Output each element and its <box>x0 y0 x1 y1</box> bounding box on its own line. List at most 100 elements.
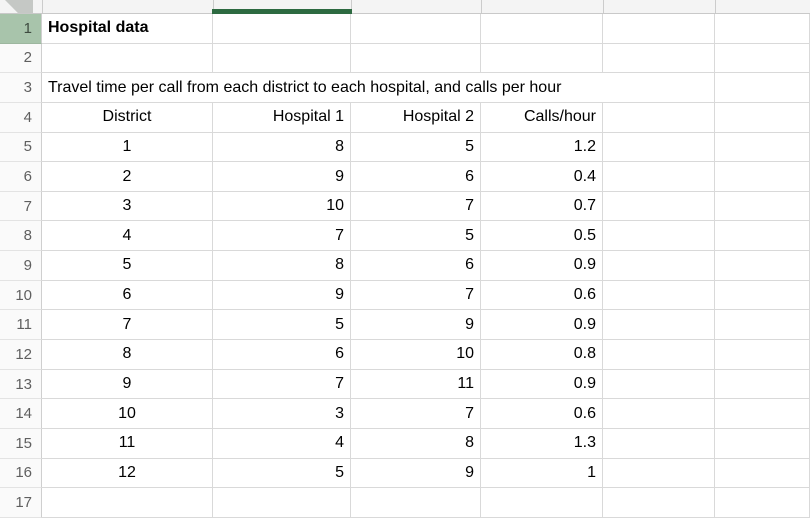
row-header-4[interactable]: 4 <box>0 102 42 133</box>
cell-e4[interactable] <box>603 102 715 133</box>
cell-f15[interactable] <box>715 428 810 459</box>
cell-calls-per-hour-value[interactable]: 0.5 <box>481 221 603 252</box>
cell-hospital1-value[interactable]: 3 <box>213 399 351 429</box>
select-all-corner[interactable] <box>0 0 42 13</box>
cell-calls-per-hour-value[interactable]: 0.4 <box>481 162 603 192</box>
cell-e10[interactable] <box>603 280 715 311</box>
cell-district-value[interactable]: 6 <box>42 280 213 311</box>
cell-f3[interactable] <box>715 73 810 103</box>
cell-e6[interactable] <box>603 162 715 192</box>
cell-e2[interactable] <box>603 43 715 74</box>
cell-d17[interactable] <box>481 488 603 518</box>
cell-e11[interactable] <box>603 310 715 341</box>
cell-c2[interactable] <box>351 43 481 74</box>
cell-hospital1-value[interactable]: 7 <box>213 221 351 252</box>
cell-hospital1-value[interactable]: 10 <box>213 191 351 222</box>
row-header-5[interactable]: 5 <box>0 132 42 163</box>
cell-hospital1-value[interactable]: 5 <box>213 310 351 341</box>
row-header-13[interactable]: 13 <box>0 369 42 400</box>
cell-calls-per-hour-value[interactable]: 1 <box>481 458 603 489</box>
cell-d2[interactable] <box>481 43 603 74</box>
row-header-16[interactable]: 16 <box>0 458 42 489</box>
cell-calls-per-hour-value[interactable]: 0.6 <box>481 399 603 429</box>
cell-a2[interactable] <box>42 43 213 74</box>
cell-calls-per-hour-value[interactable]: 1.2 <box>481 132 603 163</box>
row-header-17[interactable]: 17 <box>0 488 42 518</box>
cell-e13[interactable] <box>603 369 715 400</box>
cell-a17[interactable] <box>42 488 213 518</box>
cell-hospital2-value[interactable]: 7 <box>351 280 481 311</box>
cell-district-value[interactable]: 2 <box>42 162 213 192</box>
cell-a3-description[interactable]: Travel time per call from each district … <box>42 73 715 103</box>
cell-b2[interactable] <box>213 43 351 74</box>
cell-f9[interactable] <box>715 251 810 281</box>
column-header-strip[interactable] <box>0 0 810 14</box>
cell-hospital1-value[interactable]: 4 <box>213 428 351 459</box>
cell-district-value[interactable]: 4 <box>42 221 213 252</box>
cell-hospital1-header[interactable]: Hospital 1 <box>213 102 351 133</box>
cell-district-value[interactable]: 7 <box>42 310 213 341</box>
cell-calls-per-hour-value[interactable]: 0.6 <box>481 280 603 311</box>
cell-hospital1-value[interactable]: 8 <box>213 251 351 281</box>
cell-hospital1-value[interactable]: 5 <box>213 458 351 489</box>
cell-district-value[interactable]: 1 <box>42 132 213 163</box>
cell-calls-per-hour-value[interactable]: 0.8 <box>481 340 603 370</box>
row-header-10[interactable]: 10 <box>0 280 42 311</box>
cell-e14[interactable] <box>603 399 715 429</box>
cell-f16[interactable] <box>715 458 810 489</box>
cell-district-value[interactable]: 5 <box>42 251 213 281</box>
cell-f14[interactable] <box>715 399 810 429</box>
cell-district-header[interactable]: District <box>42 102 213 133</box>
cell-a1-title[interactable]: Hospital data <box>42 14 213 44</box>
cell-hospital2-value[interactable]: 10 <box>351 340 481 370</box>
cell-e16[interactable] <box>603 458 715 489</box>
cell-e15[interactable] <box>603 428 715 459</box>
cell-c17[interactable] <box>351 488 481 518</box>
row-header-12[interactable]: 12 <box>0 340 42 370</box>
cell-hospital2-value[interactable]: 11 <box>351 369 481 400</box>
cell-hospital1-value[interactable]: 9 <box>213 280 351 311</box>
cell-d1[interactable] <box>481 14 603 44</box>
row-header-2[interactable]: 2 <box>0 43 42 74</box>
cell-hospital2-value[interactable]: 5 <box>351 132 481 163</box>
cell-calls-per-hour-value[interactable]: 0.9 <box>481 251 603 281</box>
cell-hospital2-value[interactable]: 9 <box>351 310 481 341</box>
cell-e8[interactable] <box>603 221 715 252</box>
cell-f10[interactable] <box>715 280 810 311</box>
cell-b1[interactable] <box>213 14 351 44</box>
cell-hospital2-value[interactable]: 6 <box>351 251 481 281</box>
cell-calls-per-hour-value[interactable]: 0.9 <box>481 369 603 400</box>
cell-calls-per-hour-value[interactable]: 0.9 <box>481 310 603 341</box>
row-header-14[interactable]: 14 <box>0 399 42 429</box>
cell-f12[interactable] <box>715 340 810 370</box>
row-header-15[interactable]: 15 <box>0 428 42 459</box>
cell-hospital2-value[interactable]: 7 <box>351 399 481 429</box>
cell-hospital1-value[interactable]: 9 <box>213 162 351 192</box>
cell-c1[interactable] <box>351 14 481 44</box>
cell-hospital2-header[interactable]: Hospital 2 <box>351 102 481 133</box>
cell-district-value[interactable]: 12 <box>42 458 213 489</box>
cell-calls-per-hour-header[interactable]: Calls/hour <box>481 102 603 133</box>
row-header-11[interactable]: 11 <box>0 310 42 341</box>
row-header-3[interactable]: 3 <box>0 73 42 103</box>
cell-f2[interactable] <box>715 43 810 74</box>
cell-f8[interactable] <box>715 221 810 252</box>
cell-f1[interactable] <box>715 14 810 44</box>
row-header-8[interactable]: 8 <box>0 221 42 252</box>
row-header-6[interactable]: 6 <box>0 162 42 192</box>
cell-e12[interactable] <box>603 340 715 370</box>
cell-e7[interactable] <box>603 191 715 222</box>
cell-hospital1-value[interactable]: 6 <box>213 340 351 370</box>
cell-district-value[interactable]: 9 <box>42 369 213 400</box>
cell-f11[interactable] <box>715 310 810 341</box>
row-header-7[interactable]: 7 <box>0 191 42 222</box>
cell-hospital2-value[interactable]: 9 <box>351 458 481 489</box>
cell-e9[interactable] <box>603 251 715 281</box>
cell-hospital2-value[interactable]: 8 <box>351 428 481 459</box>
cell-e17[interactable] <box>603 488 715 518</box>
cell-calls-per-hour-value[interactable]: 1.3 <box>481 428 603 459</box>
row-header-9[interactable]: 9 <box>0 251 42 281</box>
cell-hospital2-value[interactable]: 7 <box>351 191 481 222</box>
cell-b17[interactable] <box>213 488 351 518</box>
cell-e1[interactable] <box>603 14 715 44</box>
